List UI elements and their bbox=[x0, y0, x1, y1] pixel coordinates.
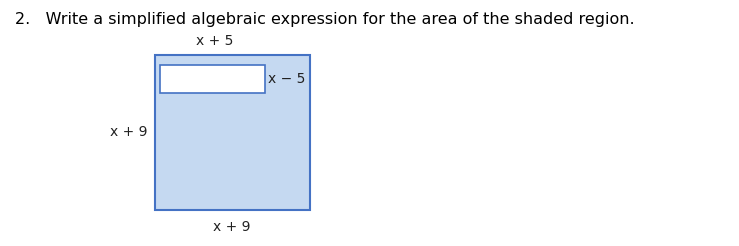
Text: 2.   Write a simplified algebraic expression for the area of the shaded region.: 2. Write a simplified algebraic expressi… bbox=[15, 12, 635, 27]
Bar bbox=[160, 65, 265, 93]
Text: x + 5: x + 5 bbox=[197, 34, 234, 48]
Text: x + 9: x + 9 bbox=[214, 220, 251, 234]
Bar bbox=[155, 55, 310, 210]
Text: x − 5: x − 5 bbox=[268, 72, 305, 86]
Text: x + 9: x + 9 bbox=[111, 125, 148, 139]
